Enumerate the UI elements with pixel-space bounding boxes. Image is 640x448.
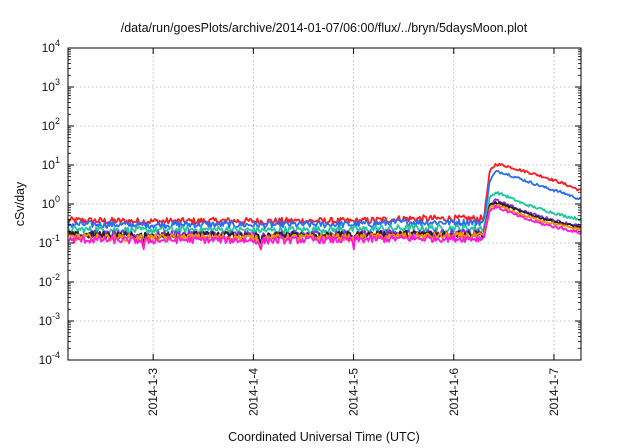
series-line [67, 204, 582, 251]
y-tick-label: 10-2 [39, 272, 60, 289]
x-axis-label: Coordinated Universal Time (UTC) [228, 430, 420, 444]
series-line [67, 162, 582, 226]
chart-title: /data/run/goesPlots/archive/2014-01-07/0… [121, 21, 528, 35]
y-tick-label: 100 [42, 194, 60, 211]
series-group [67, 162, 582, 251]
series-line [67, 169, 582, 230]
y-tick-label: 104 [42, 38, 60, 55]
x-tick-label: 2014-1-6 [447, 368, 461, 416]
x-tick-label: 2014-1-5 [347, 368, 361, 416]
x-tick-label: 2014-1-3 [146, 368, 160, 416]
y-axis-label: cSv/day [13, 181, 27, 226]
axis-ticks: 10-4 10-3 10-2 10-1 100 101 102 103 104 2014-1-3 2… [39, 38, 581, 416]
y-tick-label: 102 [42, 116, 60, 133]
y-tick-label: 10-1 [39, 233, 60, 250]
x-tick-label: 2014-1-4 [246, 368, 260, 416]
y-tick-label: 101 [42, 155, 60, 172]
y-tick-label: 10-4 [39, 350, 60, 367]
x-tick-label: 2014-1-7 [547, 368, 561, 416]
series-line [67, 200, 582, 248]
y-tick-label: 103 [42, 77, 60, 94]
y-tick-label: 10-3 [39, 311, 60, 328]
series-line [67, 190, 582, 235]
